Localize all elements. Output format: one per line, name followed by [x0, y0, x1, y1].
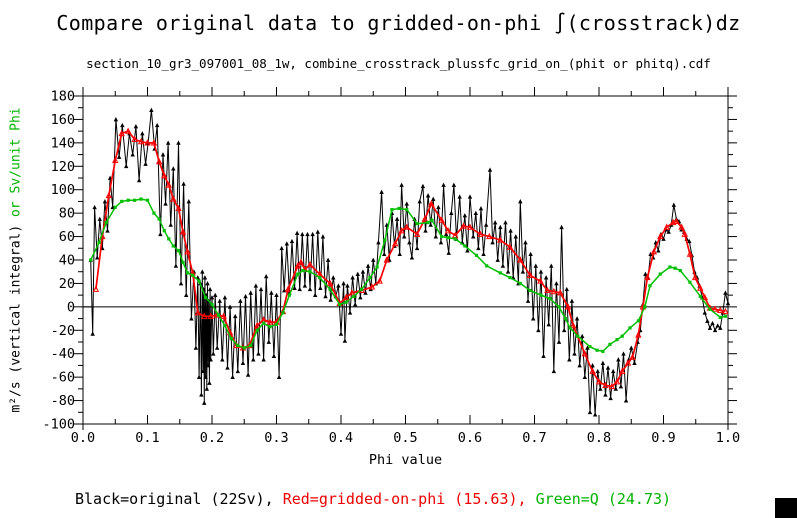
y-tick-label: -100	[42, 417, 75, 433]
chart-subtitle: section_10_gr3_097001_08_1w, combine_cro…	[86, 56, 711, 71]
x-tick-label: 0.2	[200, 430, 224, 446]
x-tick-label: 1.0	[716, 430, 740, 446]
y-tick-label: 120	[51, 159, 75, 175]
x-tick-label: 0.0	[71, 430, 95, 446]
x-tick-label: 0.3	[264, 430, 288, 446]
chart-legend: Black=original (22Sv), Red=gridded-on-ph…	[75, 490, 671, 508]
y-tick-label: -40	[51, 346, 75, 362]
y-tick-label: 140	[51, 135, 75, 151]
x-tick-label: 0.1	[135, 430, 159, 446]
x-tick-label: 0.8	[587, 430, 611, 446]
y-tick-label: 180	[51, 89, 75, 105]
y-tick-label: 80	[59, 206, 75, 222]
chart-title: Compare original data to gridded-on-phi …	[56, 11, 741, 35]
y-tick-label: 20	[59, 276, 75, 292]
x-tick-label: 0.4	[329, 430, 353, 446]
legend-red-series: Red=gridded-on-phi (15.63),	[282, 490, 536, 508]
y-tick-label: -80	[51, 393, 75, 409]
series-Q	[89, 197, 728, 353]
series-original	[88, 107, 731, 417]
y-tick-label: 40	[59, 253, 75, 269]
axes: 0.0 0.1 0.2 0.3 0.4 0.5 0.6 0.7 0.8 0.9 1.0 180 160 1…	[42, 87, 740, 446]
legend-black-series: Black=original (22Sv),	[75, 490, 283, 508]
x-tick-label: 0.7	[522, 430, 546, 446]
cursor-block-marker	[775, 498, 797, 518]
y-tick-label: 100	[51, 182, 75, 198]
x-tick-label: 0.5	[393, 430, 417, 446]
y-tick-label: 160	[51, 112, 75, 128]
y-tick-label: -60	[51, 370, 75, 386]
x-tick-label: 0.9	[651, 430, 675, 446]
x-axis-label: Phi value	[368, 452, 443, 468]
legend-green-series: Green=Q (24.73)	[535, 490, 672, 508]
x-tick-label: 0.6	[458, 430, 482, 446]
y-tick-label: 0	[67, 299, 75, 315]
y-tick-label: 60	[59, 229, 75, 245]
y-tick-label: -20	[51, 323, 75, 339]
